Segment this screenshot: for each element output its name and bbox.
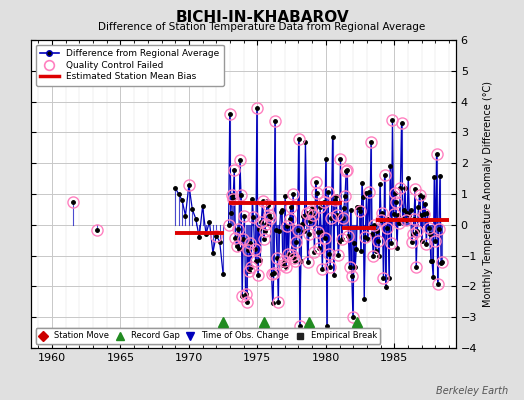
- Legend: Station Move, Record Gap, Time of Obs. Change, Empirical Break: Station Move, Record Gap, Time of Obs. C…: [36, 328, 380, 344]
- Text: BICHI-IN-KHABAROV: BICHI-IN-KHABAROV: [175, 10, 349, 25]
- Y-axis label: Monthly Temperature Anomaly Difference (°C): Monthly Temperature Anomaly Difference (…: [483, 81, 493, 307]
- Text: Berkeley Earth: Berkeley Earth: [436, 386, 508, 396]
- Text: Difference of Station Temperature Data from Regional Average: Difference of Station Temperature Data f…: [99, 22, 425, 32]
